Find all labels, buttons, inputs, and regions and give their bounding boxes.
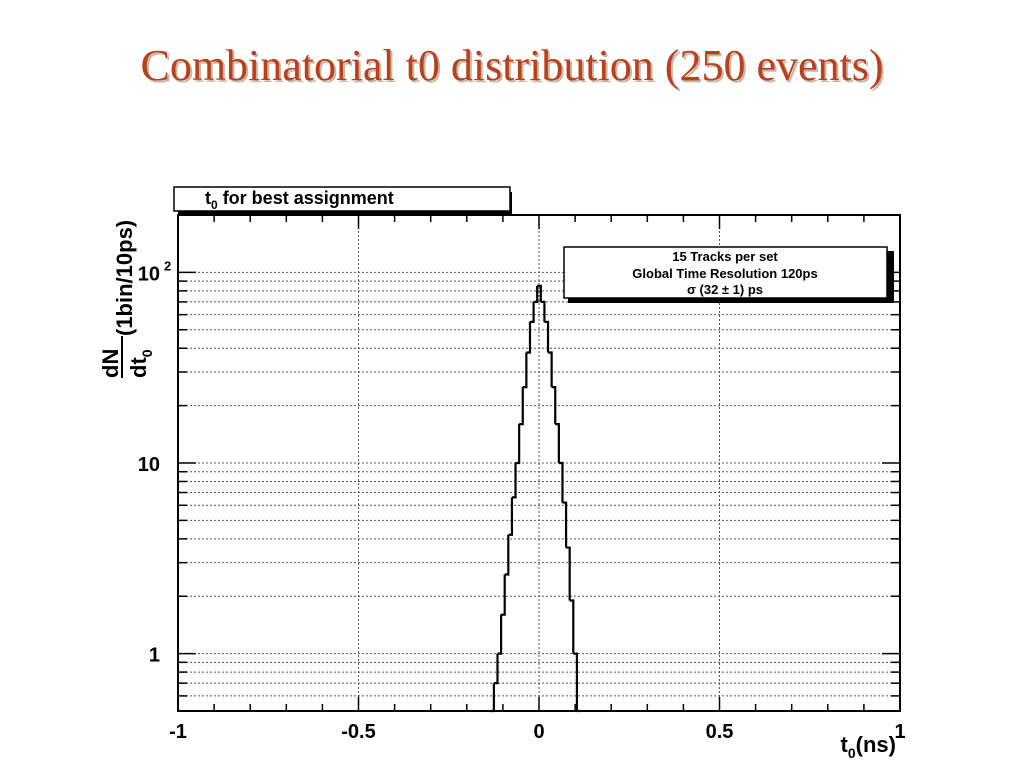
histogram-bin [497,614,503,655]
stats-box: 15 Tracks per set Global Time Resolution… [563,246,894,303]
stats-line-3: σ (32 ± 1) ps [687,282,763,297]
x-tick-label: -0.5 [341,721,375,743]
y-tick-label: 1 [149,645,160,667]
tick-labels: -1 -0.5 0 0.5 1 1 10 10 2 [138,258,906,743]
x-axis-label: t0(ns) [841,732,896,761]
axis-ticks [177,214,901,712]
histogram-bin [493,653,499,685]
histogram-bin [490,683,495,713]
x-axis-label-rest: (ns) [856,732,896,757]
histogram-bin [569,599,575,654]
histogram-title-rest: for best assignment [218,188,394,208]
y-axis-label-num: dN [98,349,123,378]
y-axis-label-den-sub: 0 [139,349,155,357]
histogram-title-sub: 0 [211,198,218,212]
svg-text:dt0: dt0 [126,349,155,378]
stats-line-1: 15 Tracks per set [672,249,778,264]
x-axis-label-sub: 0 [848,745,856,761]
histogram-bin [511,463,517,499]
y-axis-label: dN dt0 (1bin/10ps) [98,220,155,378]
x-axis-label-t: t [841,732,849,757]
histogram-bin [537,284,542,302]
histogram-bin [555,422,560,463]
svg-text:t0 for best assignment: t0 for best assignment [205,188,394,212]
histogram-title-t: t [205,188,211,208]
histogram-bin [522,352,528,389]
histogram-bin [526,321,532,354]
histogram-bin [573,652,579,711]
stats-line-2: Global Time Resolution 120ps [632,266,817,281]
histogram-bin [515,424,521,465]
histogram-bin [548,351,553,388]
histogram-bin [551,386,557,425]
histogram-bin [504,534,510,576]
histogram-bin [501,574,506,616]
slide-title: Combinatorial t0 distribution (250 event… [140,41,884,90]
histogram-bin [533,285,539,304]
x-tick-label: 1 [894,721,905,743]
y-axis-label-rest: (1bin/10ps) [112,220,137,336]
histogram-bin [566,546,571,601]
y-tick-label-exponent: 2 [164,258,171,273]
histogram-bin [529,301,535,323]
grid-lines [178,214,900,712]
y-tick-label: 10 [138,263,160,285]
histogram-bin [519,387,524,426]
y-tick-label: 10 [138,454,160,476]
x-tick-label: 0 [533,721,544,743]
histogram-bin [508,497,514,536]
histogram [490,284,581,713]
histogram-title-box: t0 for best assignment [173,186,512,214]
x-tick-label: 0.5 [706,721,734,743]
histogram-bin [562,501,568,548]
histogram-bin [558,461,564,503]
y-axis-label-den: dt [126,357,151,378]
x-tick-label: -1 [169,721,187,743]
histogram-bin [544,320,550,353]
histogram-bin [540,300,546,322]
